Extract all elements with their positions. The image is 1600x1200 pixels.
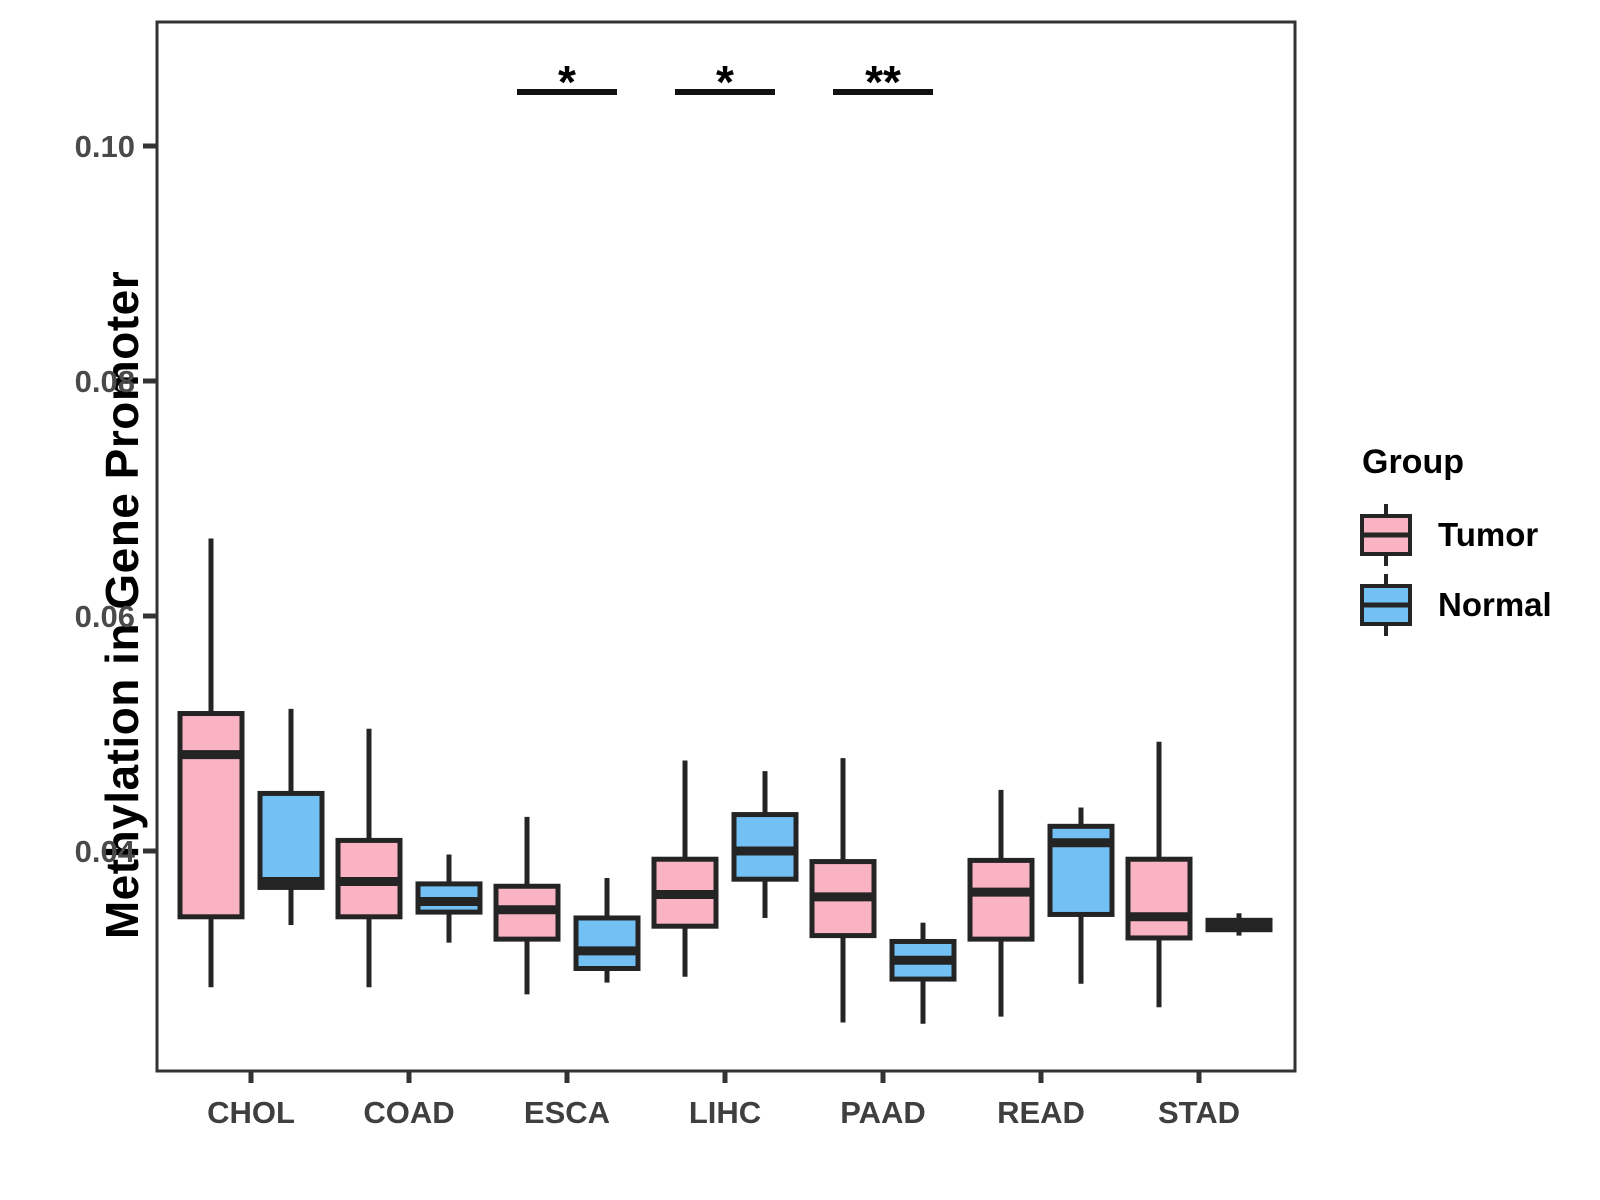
x-tick-label-chol: CHOL	[207, 1095, 295, 1130]
y-tick-label: 0.06	[75, 599, 135, 634]
x-tick-label-paad: PAAD	[840, 1095, 926, 1130]
boxplot-glyph-icon	[1360, 574, 1412, 636]
box-esca-normal	[573, 915, 641, 971]
x-tick-label-esca: ESCA	[524, 1095, 610, 1130]
box-read-tumor	[967, 857, 1035, 942]
legend-item-tumor: Tumor	[1358, 500, 1552, 570]
legend: Group Tumor Normal	[1358, 443, 1552, 640]
y-tick-label: 0.04	[75, 834, 136, 869]
x-tick-label-read: READ	[997, 1095, 1085, 1130]
boxplot-glyph-icon	[1360, 504, 1412, 566]
box-chol-tumor	[177, 711, 245, 920]
significance-stars-paad: **	[865, 56, 901, 108]
x-tick-label-coad: COAD	[363, 1095, 454, 1130]
legend-item-normal: Normal	[1358, 570, 1552, 640]
significance-stars-lihc: *	[716, 56, 734, 108]
box-stad-tumor	[1125, 856, 1193, 941]
y-tick-label: 0.08	[75, 364, 135, 399]
legend-title: Group	[1362, 443, 1464, 481]
panel-border	[155, 20, 1297, 1073]
y-tick-label: 0.10	[75, 129, 135, 164]
legend-label: Normal	[1438, 586, 1552, 623]
legend-label: Tumor	[1438, 516, 1539, 553]
box-chol-normal	[257, 790, 325, 890]
x-tick-label-stad: STAD	[1158, 1095, 1240, 1130]
significance-stars-esca: *	[558, 56, 576, 108]
x-tick-label-lihc: LIHC	[689, 1095, 761, 1130]
